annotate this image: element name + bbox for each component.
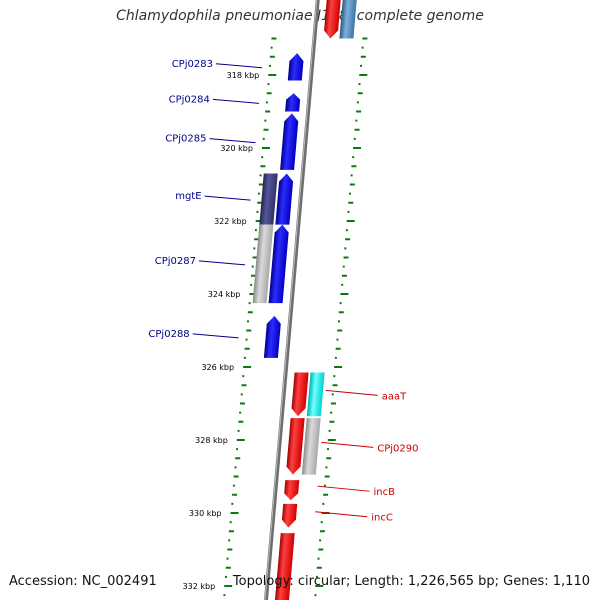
gene-label-cpj0285: CPj0285 <box>165 134 206 145</box>
gene-cpj0290[interactable] <box>286 418 305 475</box>
scale-label: 324 kbp <box>208 290 241 299</box>
gene-label-incb: incB <box>373 487 395 498</box>
gene-label-leader <box>215 63 263 69</box>
gene-feature-cog[interactable] <box>252 224 274 304</box>
gene-cpj0288[interactable] <box>263 315 282 358</box>
gene-incb[interactable] <box>284 480 300 501</box>
gene-label-aaat: aaaT <box>382 391 407 402</box>
gene-label-cpj0290: CPj0290 <box>377 443 418 454</box>
gene-label-cpj0283: CPj0283 <box>172 59 213 70</box>
scale-label: 332 kbp <box>183 582 216 591</box>
accession-text: Accession: NC_002491 <box>9 574 157 589</box>
backbone-layer <box>264 0 320 600</box>
genome-backbone <box>264 0 320 600</box>
gene-feature-cog[interactable] <box>306 372 325 417</box>
gene-cpj0284[interactable] <box>285 93 301 112</box>
gene-label-incc: incC <box>371 513 393 524</box>
gene-label-leader <box>204 195 251 201</box>
map-title: Chlamydophila pneumoniae J138, complete … <box>116 8 484 24</box>
gene-label-leader <box>325 389 378 396</box>
gene-incc[interactable] <box>281 503 298 528</box>
scale-label: 326 kbp <box>201 363 234 372</box>
gene-label-leader <box>315 511 368 518</box>
gene-cpj0287[interactable] <box>268 224 290 304</box>
gene-label-leader <box>317 485 370 492</box>
gene-label-cpj0287: CPj0287 <box>155 256 196 267</box>
gene-cpj0285[interactable] <box>280 113 299 170</box>
gene-feature[interactable] <box>323 0 341 39</box>
gene-feature-cog[interactable] <box>259 173 278 225</box>
gene-label-leader <box>198 260 246 266</box>
gene-label-leader <box>321 441 374 448</box>
gene-label-cpj0284: CPj0284 <box>169 94 210 105</box>
topology-text: Topology: circular; Length: 1,226,565 bp… <box>232 574 590 589</box>
gene-label-cpj0288: CPj0288 <box>148 329 189 340</box>
gene-aaat[interactable] <box>291 372 309 417</box>
scale-label: 322 kbp <box>214 217 247 226</box>
gene-feature-cog[interactable] <box>339 0 357 39</box>
tick-dots <box>223 37 368 597</box>
gene-cpj0283[interactable] <box>287 53 304 81</box>
gene-feature-cog[interactable] <box>301 418 321 475</box>
scale-label: 328 kbp <box>195 436 228 445</box>
gene-layer <box>252 0 357 600</box>
gene-feature[interactable] <box>273 533 295 600</box>
scale-label: 320 kbp <box>220 144 253 153</box>
gene-label-leader <box>209 138 256 144</box>
scale-labels: 318 kbp 320 kbp 322 kbp 324 kbp 326 kbp 328 k… <box>183 71 260 591</box>
scale-label: 318 kbp <box>227 71 260 80</box>
gene-label-mgte: mgtE <box>175 191 201 202</box>
scale-label: 330 kbp <box>189 509 222 518</box>
gene-label-layer: CPj0283 CPj0284 CPj0285 mgtE CPj0287 CPj0288 a… <box>148 59 418 524</box>
gene-label-leader <box>212 98 259 104</box>
genome-backbone-highlight <box>264 0 318 600</box>
gene-mgte[interactable] <box>275 173 294 225</box>
gene-label-leader <box>192 333 239 339</box>
